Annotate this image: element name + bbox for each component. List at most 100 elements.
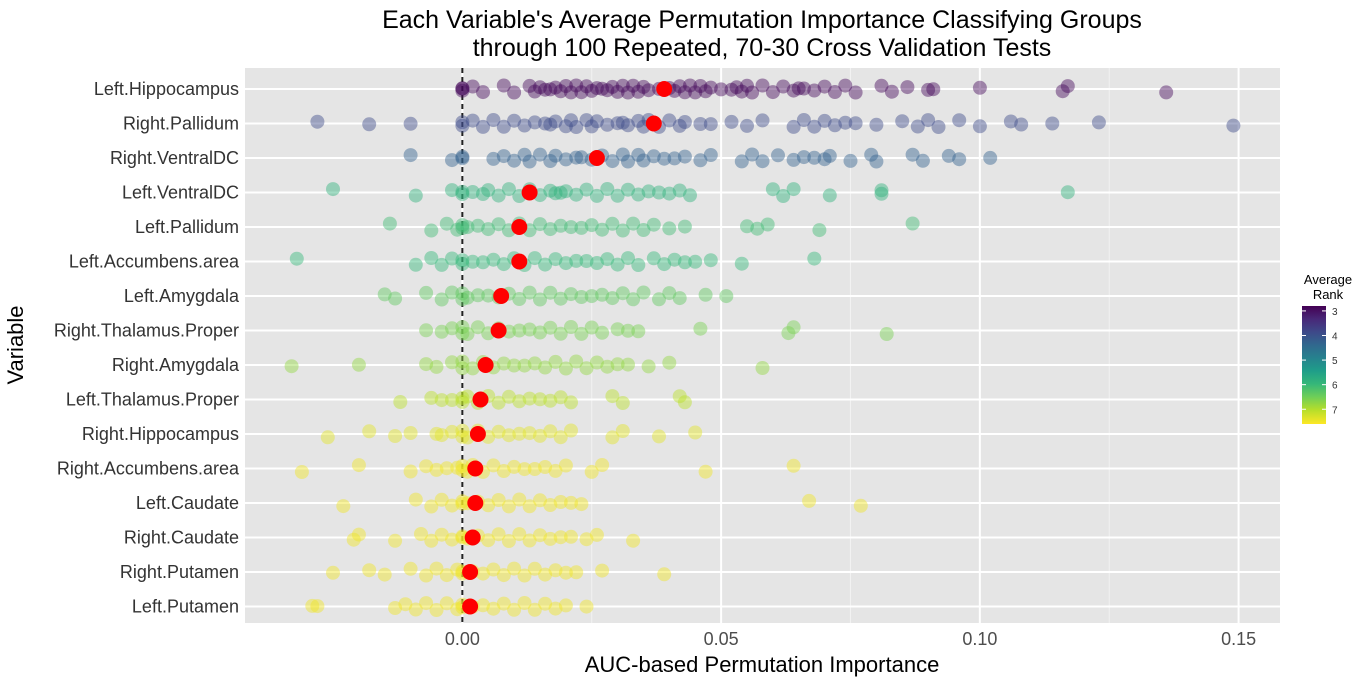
data-point xyxy=(543,183,558,198)
data-point xyxy=(491,424,506,439)
data-point xyxy=(595,222,610,237)
data-point xyxy=(564,287,578,302)
data-point xyxy=(481,288,496,303)
data-point xyxy=(455,149,470,164)
data-point xyxy=(600,182,615,196)
data-point xyxy=(584,464,599,479)
data-point xyxy=(548,563,563,578)
data-point xyxy=(429,462,444,477)
data-point xyxy=(362,563,377,578)
mean-marker xyxy=(511,219,528,235)
data-point xyxy=(657,151,672,166)
data-point xyxy=(827,85,842,99)
data-point xyxy=(662,286,677,301)
data-point xyxy=(496,356,511,371)
data-point xyxy=(538,596,553,611)
data-point xyxy=(326,182,340,197)
data-point xyxy=(465,185,480,199)
data-point xyxy=(672,183,687,198)
data-point xyxy=(631,324,646,339)
data-point xyxy=(755,78,770,93)
data-point xyxy=(476,85,490,100)
data-point xyxy=(1226,118,1241,133)
data-point xyxy=(605,79,620,94)
data-point xyxy=(445,321,459,336)
data-point xyxy=(553,84,568,99)
data-point xyxy=(445,532,459,547)
data-point xyxy=(589,256,604,270)
data-point xyxy=(724,114,739,129)
data-point xyxy=(698,84,713,99)
data-point xyxy=(543,498,558,512)
data-point xyxy=(538,82,553,97)
data-point xyxy=(626,533,641,548)
data-point xyxy=(481,222,496,237)
data-point xyxy=(807,119,822,134)
data-point xyxy=(527,602,542,617)
data-point xyxy=(605,430,620,445)
data-point xyxy=(796,81,811,96)
data-point xyxy=(564,495,578,510)
data-point xyxy=(455,187,470,202)
data-point xyxy=(605,216,620,231)
data-point xyxy=(1060,185,1075,200)
data-point xyxy=(807,251,822,266)
data-point xyxy=(445,251,459,266)
data-point xyxy=(476,566,490,581)
data-point xyxy=(501,499,516,514)
data-point xyxy=(579,113,594,128)
data-point xyxy=(512,394,527,409)
data-point xyxy=(548,186,563,201)
data-point xyxy=(445,355,459,370)
data-point xyxy=(879,327,894,341)
data-point xyxy=(579,182,594,197)
data-point xyxy=(455,326,470,341)
data-point xyxy=(470,320,485,335)
data-point xyxy=(558,565,573,580)
data-point xyxy=(455,354,470,369)
data-point xyxy=(755,361,770,375)
data-point xyxy=(512,492,527,507)
data-point xyxy=(517,596,532,610)
data-point xyxy=(408,257,423,272)
data-point xyxy=(595,563,610,578)
data-point xyxy=(615,286,630,301)
data-point xyxy=(445,498,459,513)
data-point xyxy=(864,147,879,162)
data-point xyxy=(636,285,651,300)
data-point xyxy=(734,256,749,271)
y-tick-label: Left.VentralDC xyxy=(122,183,239,203)
y-tick-label: Left.Accumbens.area xyxy=(69,252,240,272)
data-point xyxy=(553,430,568,445)
data-point xyxy=(853,498,868,513)
data-point xyxy=(450,602,465,617)
data-point xyxy=(336,499,351,514)
data-point xyxy=(491,493,506,507)
data-point xyxy=(662,113,677,128)
data-point xyxy=(812,223,827,238)
data-point xyxy=(698,287,713,302)
data-point xyxy=(548,601,563,616)
data-point xyxy=(734,154,749,169)
data-point xyxy=(496,568,511,583)
y-tick-label: Right.Hippocampus xyxy=(82,424,239,444)
data-point xyxy=(657,257,672,272)
data-point xyxy=(615,424,630,438)
data-point xyxy=(501,389,516,404)
data-point xyxy=(615,147,630,162)
data-point xyxy=(921,82,936,97)
data-point xyxy=(507,459,522,474)
data-point xyxy=(538,360,553,375)
data-point xyxy=(496,464,511,478)
data-point xyxy=(595,458,610,472)
data-point xyxy=(429,603,444,617)
data-point xyxy=(429,426,444,441)
data-point xyxy=(419,596,434,611)
data-point xyxy=(574,497,589,512)
data-point xyxy=(533,392,547,407)
data-point xyxy=(791,81,806,96)
data-point xyxy=(548,252,563,267)
data-point xyxy=(796,113,811,127)
points-layer xyxy=(284,78,1241,617)
data-point xyxy=(600,359,615,374)
